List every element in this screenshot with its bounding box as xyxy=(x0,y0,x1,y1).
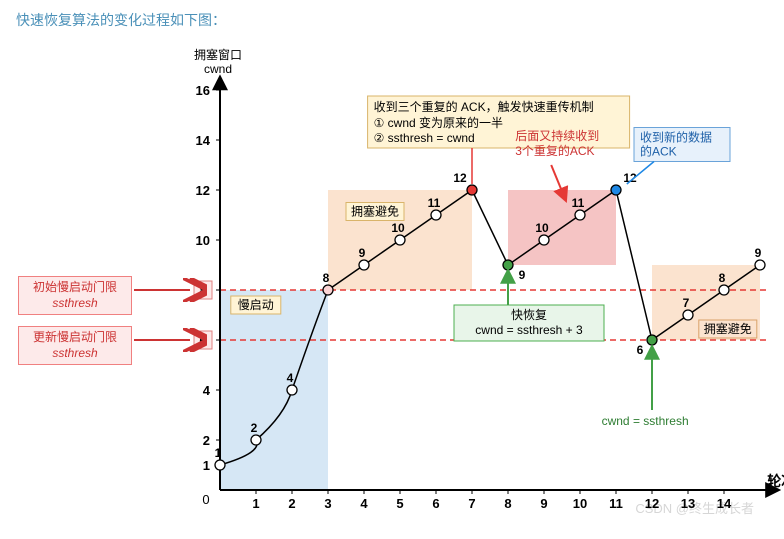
point-lbl-7: 12 xyxy=(453,171,467,185)
point-8 xyxy=(503,260,513,270)
new-ack-l1: 收到新的数据 xyxy=(640,130,712,145)
triple-ack-l2: ② ssthresh = cwnd xyxy=(374,131,475,145)
point-3 xyxy=(323,285,333,295)
ytick-label: 14 xyxy=(196,133,211,148)
cwnd-eq-ssthresh: cwnd = ssthresh xyxy=(602,414,689,428)
xtick-label: 1 xyxy=(252,496,259,511)
point-9 xyxy=(539,235,549,245)
ytick-label: 4 xyxy=(203,383,211,398)
point-lbl-5: 10 xyxy=(391,221,405,235)
point-11 xyxy=(611,185,621,195)
point-5 xyxy=(395,235,405,245)
point-lbl-2: 4 xyxy=(287,371,294,385)
xtick-label: 6 xyxy=(432,496,439,511)
point-4 xyxy=(359,260,369,270)
ytick-label: 12 xyxy=(196,183,210,198)
triple-ack-t: 收到三个重复的 ACK，触发快速重传机制 xyxy=(374,99,594,114)
xtick-label: 8 xyxy=(504,496,511,511)
point-7 xyxy=(467,185,477,195)
point-lbl-9: 10 xyxy=(535,221,549,235)
point-lbl-13: 7 xyxy=(683,296,690,310)
xtick-label: 5 xyxy=(396,496,403,511)
xtick-label: 9 xyxy=(540,496,547,511)
tick-0: 0 xyxy=(202,492,209,507)
point-14 xyxy=(719,285,729,295)
slow-start-text: 慢启动 xyxy=(238,298,274,312)
xtick-label: 7 xyxy=(468,496,475,511)
xtick-label: 13 xyxy=(681,496,695,511)
point-10 xyxy=(575,210,585,220)
point-lbl-0: 1 xyxy=(215,446,222,460)
x-axis-title: 轮次 xyxy=(767,473,784,489)
point-lbl-3: 8 xyxy=(323,271,330,285)
ytick-1: 1 xyxy=(203,458,210,473)
point-15 xyxy=(755,260,765,270)
xtick-label: 2 xyxy=(288,496,295,511)
triple-ack-l1: ① cwnd 变为原来的一半 xyxy=(374,115,503,130)
point-lbl-12: 6 xyxy=(637,343,644,357)
ytick-label: 16 xyxy=(196,83,210,98)
point-2 xyxy=(287,385,297,395)
xtick-label: 12 xyxy=(645,496,659,511)
point-6 xyxy=(431,210,441,220)
chart-svg: 0246810121416112345678910111213148612489… xyxy=(0,0,784,539)
ssthresh-box-val-6: 6 xyxy=(199,333,206,348)
fast-recovery-l2: cwnd = ssthresh + 3 xyxy=(475,323,583,337)
point-lbl-14: 8 xyxy=(719,271,726,285)
point-lbl-4: 9 xyxy=(359,246,366,260)
ssthresh-box-val-8: 8 xyxy=(199,283,206,298)
xtick-label: 3 xyxy=(324,496,331,511)
xtick-label: 4 xyxy=(360,496,368,511)
fast-recovery-l1: 快恢复 xyxy=(511,308,547,322)
ytick-label: 2 xyxy=(203,433,210,448)
point-1 xyxy=(251,435,261,445)
point-12 xyxy=(647,335,657,345)
point-lbl-15: 9 xyxy=(755,246,762,260)
cong-avoid-text-2: 拥塞避免 xyxy=(704,321,752,336)
point-0 xyxy=(215,460,225,470)
point-lbl-8: 9 xyxy=(519,268,526,282)
more-dup-l2: 3个重复的ACK xyxy=(515,143,594,158)
ytick-label: 10 xyxy=(196,233,210,248)
xtick-label: 10 xyxy=(573,496,587,511)
more-dup-l1: 后面又持续收到 xyxy=(515,128,599,143)
point-lbl-10: 11 xyxy=(572,196,585,210)
xtick-label: 11 xyxy=(609,496,623,511)
cong-avoid-text-1: 拥塞避免 xyxy=(351,204,399,219)
point-13 xyxy=(683,310,693,320)
new-ack-l2: 的ACK xyxy=(640,144,677,159)
point-lbl-1: 2 xyxy=(251,421,258,435)
xtick-label: 14 xyxy=(717,496,732,511)
point-lbl-6: 11 xyxy=(428,196,441,210)
